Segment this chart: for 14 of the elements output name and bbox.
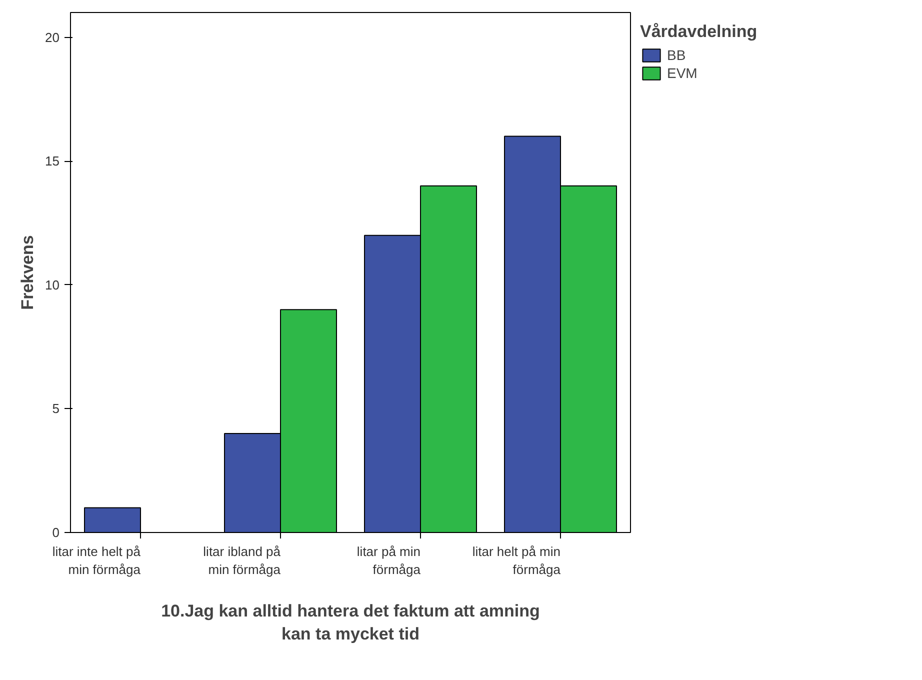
- y-tick-label: 20: [45, 30, 60, 45]
- y-tick-label: 10: [45, 277, 60, 292]
- x-tick-label: litar på min förmåga: [356, 544, 422, 577]
- x-axis-title: 10.Jag kan alltid hantera det faktum att amning kan ta mycket tid: [161, 602, 540, 644]
- x-tick-label: litar ibland på min förmåga: [203, 544, 282, 577]
- legend-title: Vårdavdelning: [640, 22, 758, 42]
- x-tick-label: litar helt på min förmåga: [472, 544, 562, 577]
- x-tick-label: litar inte helt på min förmåga: [52, 544, 142, 577]
- y-tick-label: 5: [52, 401, 60, 416]
- y-axis-title: Frekvens: [18, 235, 38, 310]
- y-tick-label: 15: [45, 154, 60, 169]
- legend-label: EVM: [667, 65, 698, 81]
- legend-label: BB: [667, 47, 687, 63]
- y-tick-label: 0: [52, 525, 60, 540]
